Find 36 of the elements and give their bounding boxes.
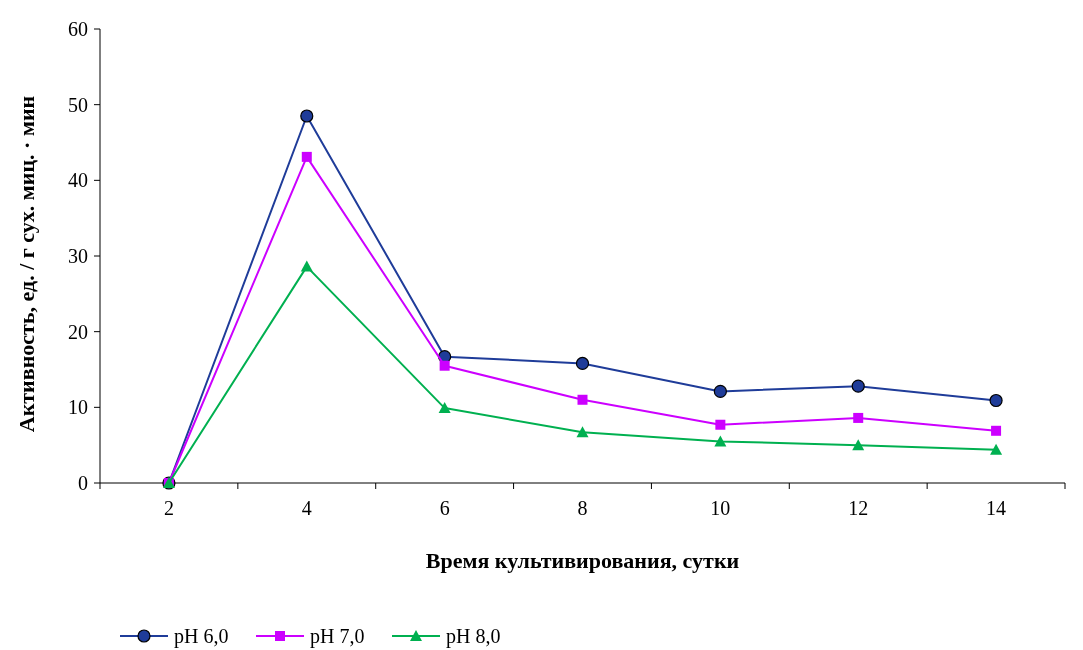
- point: [301, 151, 312, 162]
- y-tick-label: 30: [68, 245, 88, 267]
- x-tick-label: 8: [577, 497, 588, 519]
- point: [852, 439, 865, 451]
- point: [715, 419, 726, 430]
- y-tick-label: 0: [78, 472, 88, 494]
- x-axis-title: Время культивирования, сутки: [425, 548, 740, 573]
- point: [713, 384, 727, 399]
- point: [577, 394, 588, 405]
- point: [989, 393, 1003, 408]
- legend-label: pH 8,0: [446, 625, 501, 648]
- y-tick-label: 50: [68, 93, 88, 116]
- point: [853, 412, 864, 423]
- y-tick-label: 10: [68, 396, 88, 419]
- legend-label: pH 7,0: [310, 625, 365, 648]
- y-tick-label: 40: [68, 169, 88, 192]
- point: [300, 260, 313, 272]
- x-tick-label: 14: [986, 497, 1007, 519]
- point: [439, 360, 450, 371]
- point: [438, 402, 451, 414]
- point: [300, 109, 314, 123]
- point: [991, 425, 1002, 436]
- x-tick-label: 12: [848, 497, 869, 519]
- x-tick-label: 4: [301, 497, 312, 519]
- point: [714, 435, 727, 447]
- y-tick-label: 60: [68, 18, 88, 40]
- x-tick-label: 10: [710, 497, 731, 519]
- point: [575, 356, 590, 371]
- x-tick-label: 2: [163, 497, 174, 519]
- y-axis-title: Активность, ед. / г сух. миц. · мин: [14, 95, 39, 433]
- y-tick-label: 20: [68, 320, 88, 343]
- point: [990, 443, 1003, 455]
- point: [851, 379, 865, 393]
- point: [576, 426, 589, 438]
- x-tick-label: 6: [439, 497, 450, 519]
- legend-label: pH 6,0: [174, 625, 229, 648]
